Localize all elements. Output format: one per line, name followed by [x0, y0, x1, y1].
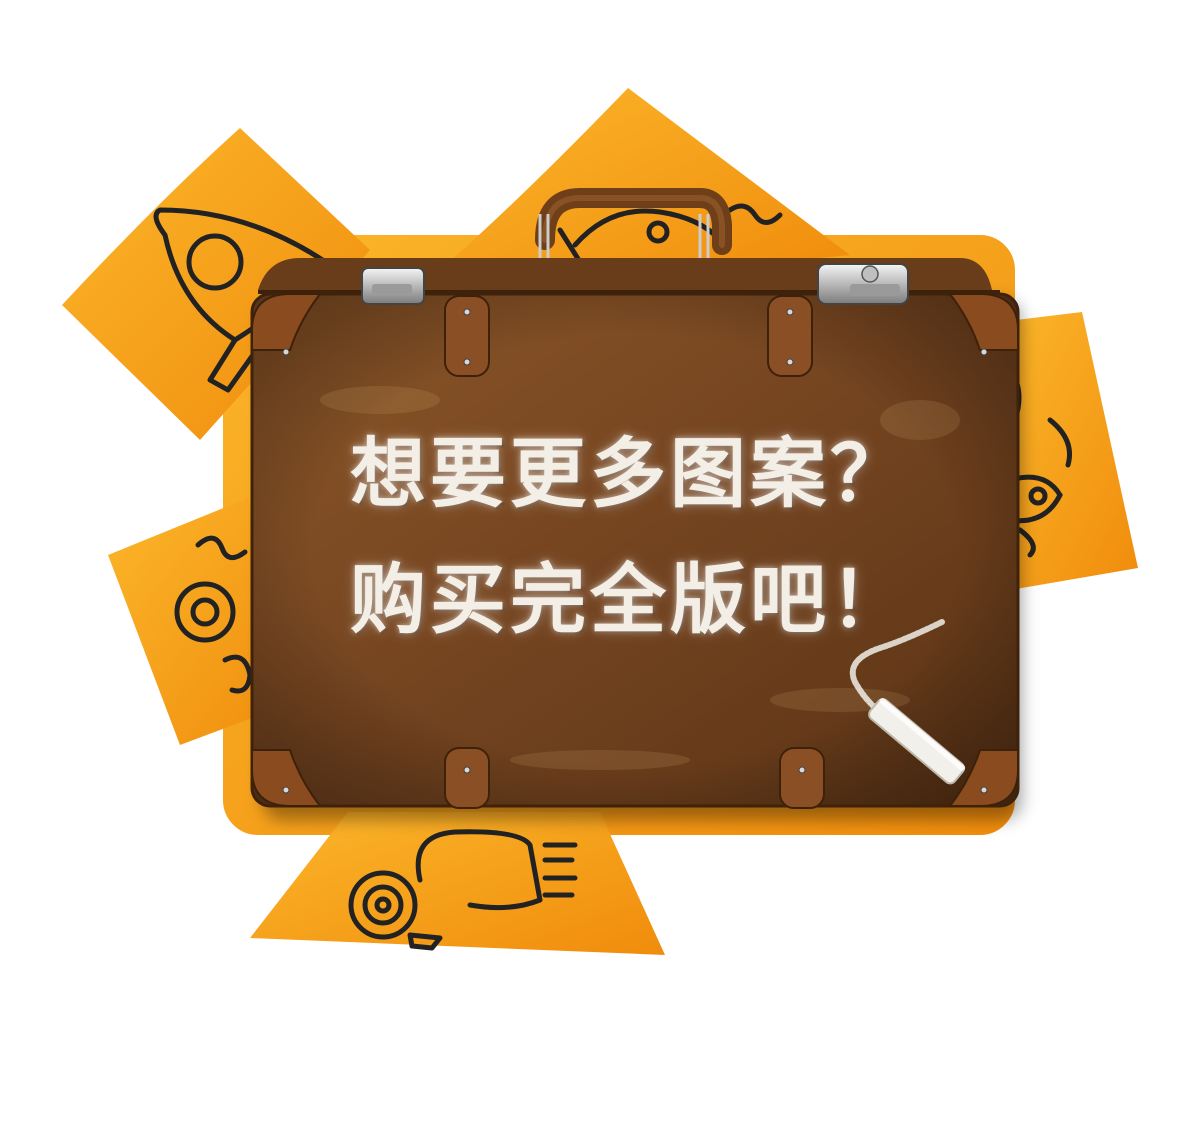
suitcase-body: [250, 292, 1020, 809]
fish-icon: [557, 203, 783, 265]
clasp-icon: [361, 263, 909, 305]
fish-card: [440, 88, 850, 280]
butterfly-icon: [174, 535, 253, 694]
chalk-icon: [849, 619, 966, 785]
promo-heading: 想要更多图案？: [350, 429, 910, 518]
snail-card: [250, 812, 665, 955]
snail-icon: [348, 829, 578, 951]
promo-call-to-action[interactable]: 购买完全版吧！: [350, 555, 910, 644]
